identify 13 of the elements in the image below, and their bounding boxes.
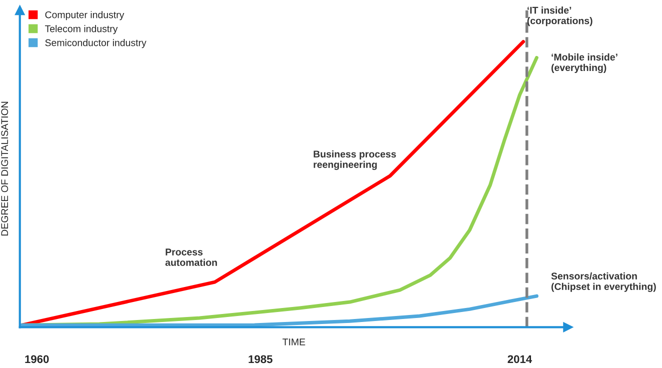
text: ‘IT inside’ (corporations)	[527, 6, 592, 26]
x-axis-title: TIME	[282, 338, 306, 346]
legend-label: Computer industry	[45, 11, 124, 20]
x-tick-label: 1985	[248, 355, 272, 364]
legend-label: Semiconductor industry	[45, 39, 146, 48]
annotation: Business process reengineering	[314, 150, 396, 170]
annotation: Process automation	[165, 248, 217, 266]
y-axis-title: DEGREE OF DIGITALISATION	[1, 102, 8, 236]
x-tick-label: 1960	[25, 355, 49, 364]
legend-label: Telecom industry	[45, 25, 118, 34]
annotation: Sensors/activation (Chipset in everything)	[551, 272, 656, 292]
x-tick-label: 2014	[508, 355, 532, 364]
annotation: ‘Mobile inside’ (everything)	[551, 53, 618, 74]
